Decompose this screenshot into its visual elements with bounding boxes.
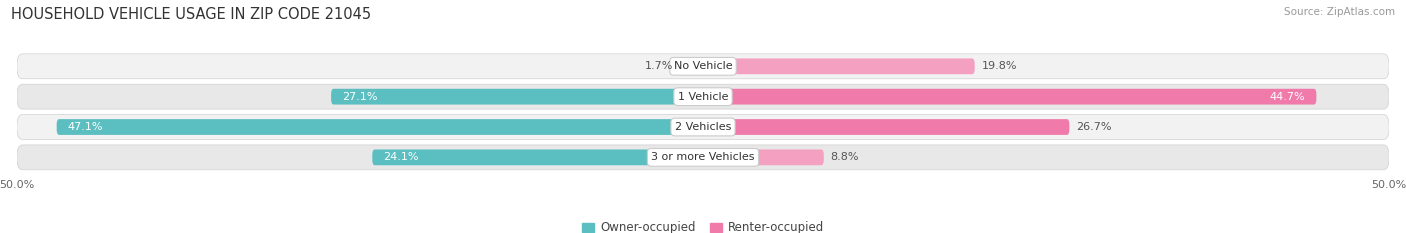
Text: 44.7%: 44.7% bbox=[1270, 92, 1305, 102]
Text: 3 or more Vehicles: 3 or more Vehicles bbox=[651, 152, 755, 162]
FancyBboxPatch shape bbox=[332, 89, 703, 105]
Text: 24.1%: 24.1% bbox=[384, 152, 419, 162]
FancyBboxPatch shape bbox=[56, 119, 703, 135]
FancyBboxPatch shape bbox=[373, 149, 703, 165]
Text: 26.7%: 26.7% bbox=[1076, 122, 1112, 132]
FancyBboxPatch shape bbox=[703, 89, 1316, 105]
Text: Source: ZipAtlas.com: Source: ZipAtlas.com bbox=[1284, 7, 1395, 17]
Text: 19.8%: 19.8% bbox=[981, 61, 1017, 71]
FancyBboxPatch shape bbox=[17, 54, 1389, 79]
FancyBboxPatch shape bbox=[17, 84, 1389, 109]
Text: 1 Vehicle: 1 Vehicle bbox=[678, 92, 728, 102]
Text: 47.1%: 47.1% bbox=[67, 122, 103, 132]
FancyBboxPatch shape bbox=[703, 119, 1070, 135]
FancyBboxPatch shape bbox=[703, 149, 824, 165]
Text: 27.1%: 27.1% bbox=[342, 92, 378, 102]
Legend: Owner-occupied, Renter-occupied: Owner-occupied, Renter-occupied bbox=[578, 217, 828, 233]
Text: No Vehicle: No Vehicle bbox=[673, 61, 733, 71]
FancyBboxPatch shape bbox=[17, 145, 1389, 170]
FancyBboxPatch shape bbox=[679, 58, 703, 74]
FancyBboxPatch shape bbox=[17, 115, 1389, 140]
Text: 2 Vehicles: 2 Vehicles bbox=[675, 122, 731, 132]
Text: HOUSEHOLD VEHICLE USAGE IN ZIP CODE 21045: HOUSEHOLD VEHICLE USAGE IN ZIP CODE 2104… bbox=[11, 7, 371, 22]
Text: 1.7%: 1.7% bbox=[644, 61, 673, 71]
Text: 8.8%: 8.8% bbox=[831, 152, 859, 162]
FancyBboxPatch shape bbox=[703, 58, 974, 74]
